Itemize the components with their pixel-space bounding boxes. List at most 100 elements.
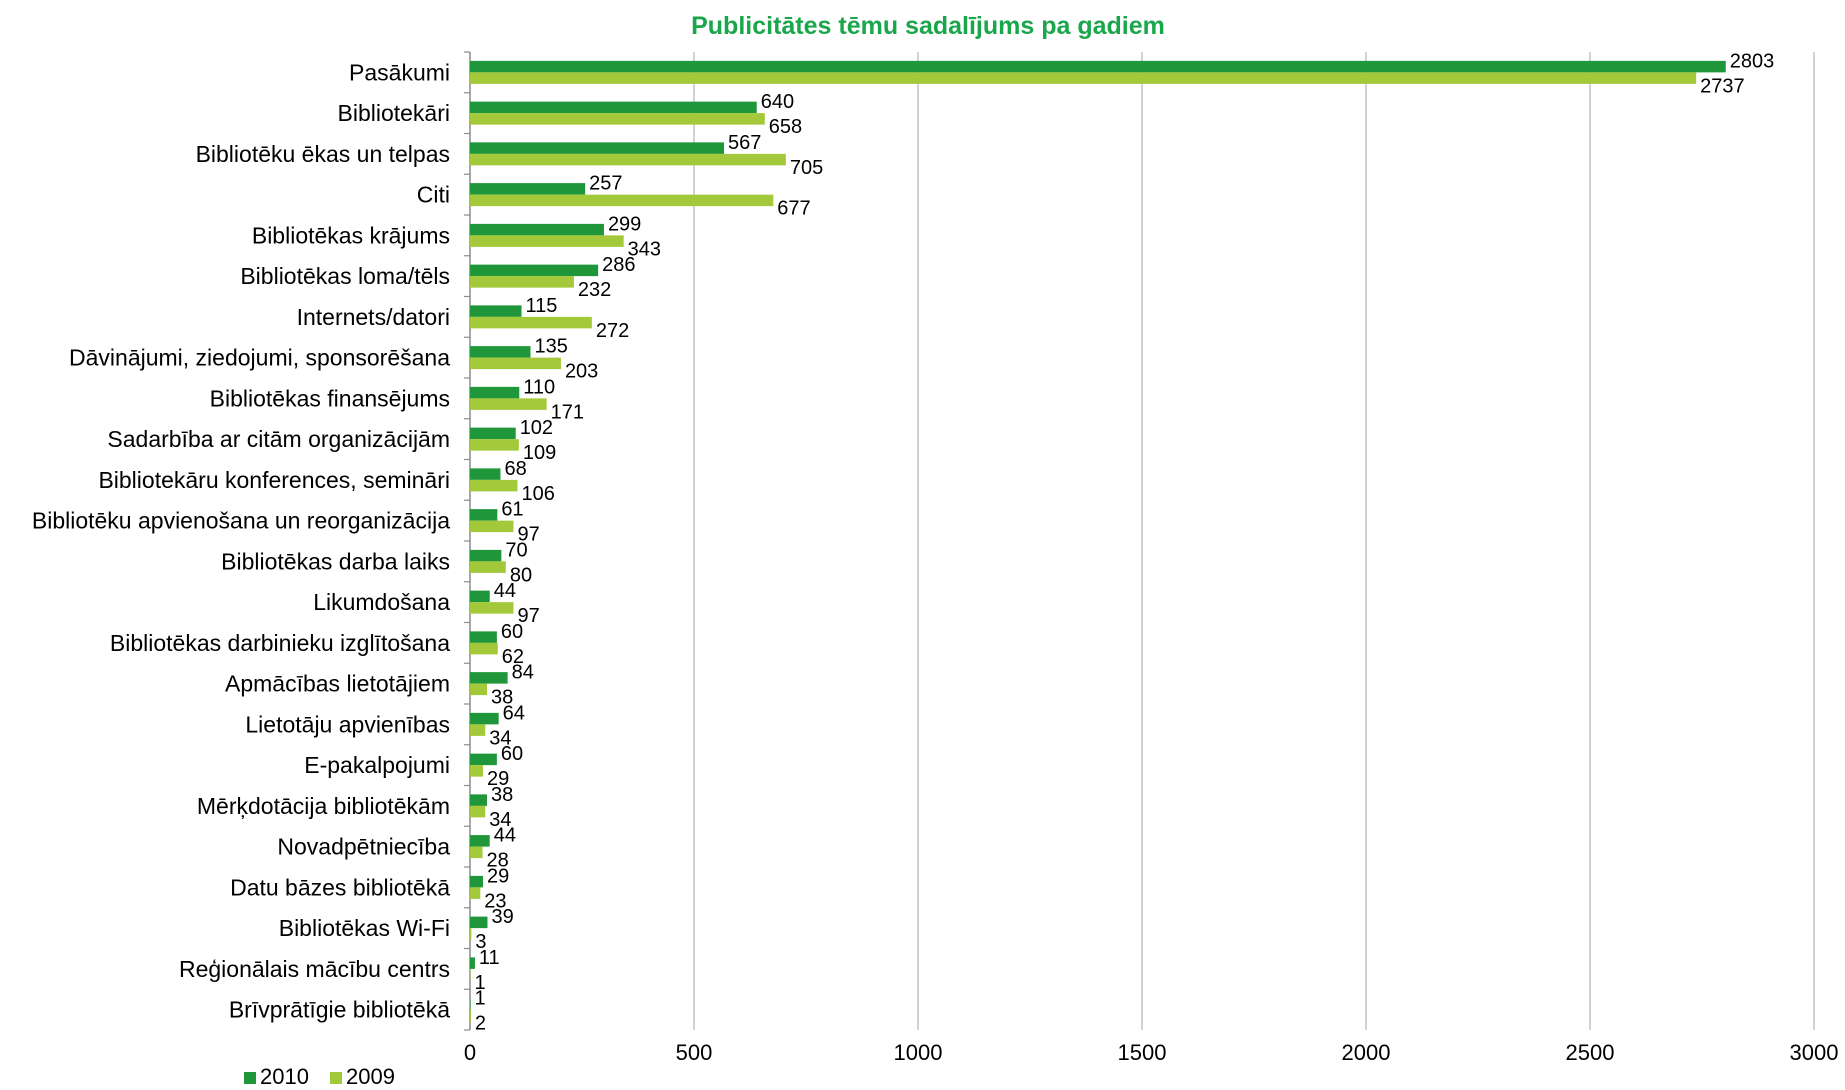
value-label-2009: 38 bbox=[491, 687, 513, 709]
bar-2010 bbox=[470, 468, 501, 480]
bar-2010 bbox=[470, 875, 483, 888]
bar-2009 bbox=[470, 153, 786, 166]
value-label-2010: 38 bbox=[491, 784, 513, 806]
bar-2009 bbox=[470, 1009, 471, 1022]
category-label: Mērķdotācija bibliotēkām bbox=[197, 793, 450, 819]
bar-2009 bbox=[470, 276, 574, 288]
value-label-2009: 80 bbox=[510, 564, 532, 586]
value-label-2010: 286 bbox=[602, 254, 635, 276]
bar-2010 bbox=[470, 101, 757, 114]
value-label-2010: 44 bbox=[494, 580, 516, 602]
category-label: Bibliotekāri bbox=[338, 100, 451, 126]
value-label-2010: 60 bbox=[501, 621, 523, 643]
bar-2010 bbox=[470, 427, 516, 440]
bar-2009 bbox=[470, 683, 488, 696]
bar-2009 bbox=[470, 235, 624, 247]
bar-2010 bbox=[470, 142, 725, 154]
bar-2009 bbox=[470, 642, 498, 655]
value-label-2010: 39 bbox=[491, 906, 513, 928]
x-tick-label: 0 bbox=[464, 1040, 476, 1065]
value-label-2010: 60 bbox=[501, 743, 523, 765]
value-label-2009: 34 bbox=[489, 727, 511, 749]
value-label-2009: 3 bbox=[475, 931, 486, 953]
bar-2010 bbox=[470, 957, 475, 969]
category-label: Sadarbība ar citām organizācijām bbox=[107, 426, 450, 452]
category-label: Bibliotēkas darbinieku izglītošana bbox=[110, 630, 450, 656]
bar-2010 bbox=[470, 549, 502, 562]
value-label-2010: 11 bbox=[479, 947, 500, 969]
bar-2009 bbox=[470, 765, 483, 777]
value-label-2009: 677 bbox=[777, 198, 810, 220]
value-labels: 2803273764065856770525767729934328623211… bbox=[474, 50, 1774, 1034]
legend: 2010 2009 bbox=[244, 1064, 395, 1089]
bar-2010 bbox=[470, 509, 498, 521]
value-label-2009: 171 bbox=[551, 401, 584, 423]
bar-2010 bbox=[470, 183, 586, 195]
value-label-2009: 203 bbox=[565, 361, 598, 383]
value-label-2009: 23 bbox=[484, 890, 506, 912]
value-label-2010: 257 bbox=[589, 173, 622, 195]
x-tick-label: 3000 bbox=[1790, 1040, 1839, 1065]
bar-2010 bbox=[470, 590, 490, 603]
bars bbox=[470, 60, 1726, 1022]
category-label: Brīvprātīgie bibliotēkā bbox=[229, 997, 450, 1023]
bar-2010 bbox=[470, 631, 497, 643]
bar-2009 bbox=[470, 357, 561, 370]
category-label: Reģionālais mācību centrs bbox=[179, 956, 450, 982]
value-label-2010: 299 bbox=[608, 213, 641, 235]
bar-2010 bbox=[470, 60, 1726, 73]
value-label-2009: 29 bbox=[487, 768, 509, 790]
value-label-2009: 705 bbox=[790, 157, 823, 179]
value-label-2009: 2 bbox=[475, 1013, 486, 1035]
bar-2010 bbox=[470, 753, 497, 766]
category-label: Bibliotēkas finansējums bbox=[210, 385, 450, 411]
bar-2010 bbox=[470, 835, 490, 847]
value-label-2010: 84 bbox=[512, 662, 534, 684]
x-tick-label: 2500 bbox=[1566, 1040, 1615, 1065]
category-label: Apmācības lietotājiem bbox=[225, 671, 450, 697]
bar-2010 bbox=[470, 264, 599, 277]
value-label-2010: 44 bbox=[494, 825, 516, 847]
category-label: Bibliotekāru konferences, semināri bbox=[98, 467, 450, 493]
bar-2009 bbox=[470, 561, 506, 573]
category-labels: Pasākumi Bibliotekāri Bibliotēku ēkas un t… bbox=[32, 59, 450, 1022]
bar-2009 bbox=[470, 887, 481, 899]
value-label-2010: 102 bbox=[520, 417, 553, 439]
x-tick-labels: 0 500 1000 1500 2000 2500 3000 bbox=[464, 1040, 1839, 1065]
category-label: Novadpētniecība bbox=[277, 834, 450, 860]
bar-2009 bbox=[470, 113, 765, 125]
value-label-2009: 109 bbox=[523, 442, 556, 464]
x-tick-label: 2000 bbox=[1342, 1040, 1391, 1065]
value-label-2010: 1 bbox=[474, 988, 485, 1010]
category-label: Bibliotēku apvienošana un reorganizācija bbox=[32, 508, 450, 534]
legend-label-2010: 2010 bbox=[260, 1064, 309, 1089]
value-label-2010: 135 bbox=[534, 336, 567, 358]
legend-swatch-2010 bbox=[244, 1072, 256, 1084]
chart-title: Publicitātes tēmu sadalījums pa gadiem bbox=[691, 12, 1165, 40]
value-label-2010: 68 bbox=[504, 458, 526, 480]
value-label-2010: 110 bbox=[523, 376, 555, 398]
bar-2009 bbox=[470, 602, 514, 614]
value-label-2009: 97 bbox=[517, 605, 539, 627]
value-label-2009: 232 bbox=[578, 279, 611, 301]
bar-2009 bbox=[470, 439, 519, 451]
bar-2009 bbox=[470, 520, 514, 533]
category-label: Citi bbox=[417, 182, 450, 208]
value-label-2010: 2803 bbox=[1730, 50, 1775, 72]
value-label-2009: 34 bbox=[489, 809, 511, 831]
value-label-2010: 61 bbox=[501, 499, 523, 521]
category-label: Bibliotēkas darba laiks bbox=[221, 548, 450, 574]
bar-2010 bbox=[470, 223, 604, 236]
category-label: Pasākumi bbox=[349, 59, 450, 85]
bar-2009 bbox=[470, 72, 1697, 84]
category-label: Internets/datori bbox=[297, 304, 450, 330]
value-label-2009: 2737 bbox=[1700, 75, 1745, 97]
bar-2010 bbox=[470, 672, 508, 684]
value-label-2010: 29 bbox=[487, 865, 509, 887]
x-tick-label: 500 bbox=[676, 1040, 713, 1065]
value-label-2010: 115 bbox=[526, 295, 558, 317]
value-label-2010: 567 bbox=[728, 132, 761, 154]
value-label-2009: 28 bbox=[487, 850, 509, 872]
legend-swatch-2009 bbox=[330, 1072, 342, 1084]
